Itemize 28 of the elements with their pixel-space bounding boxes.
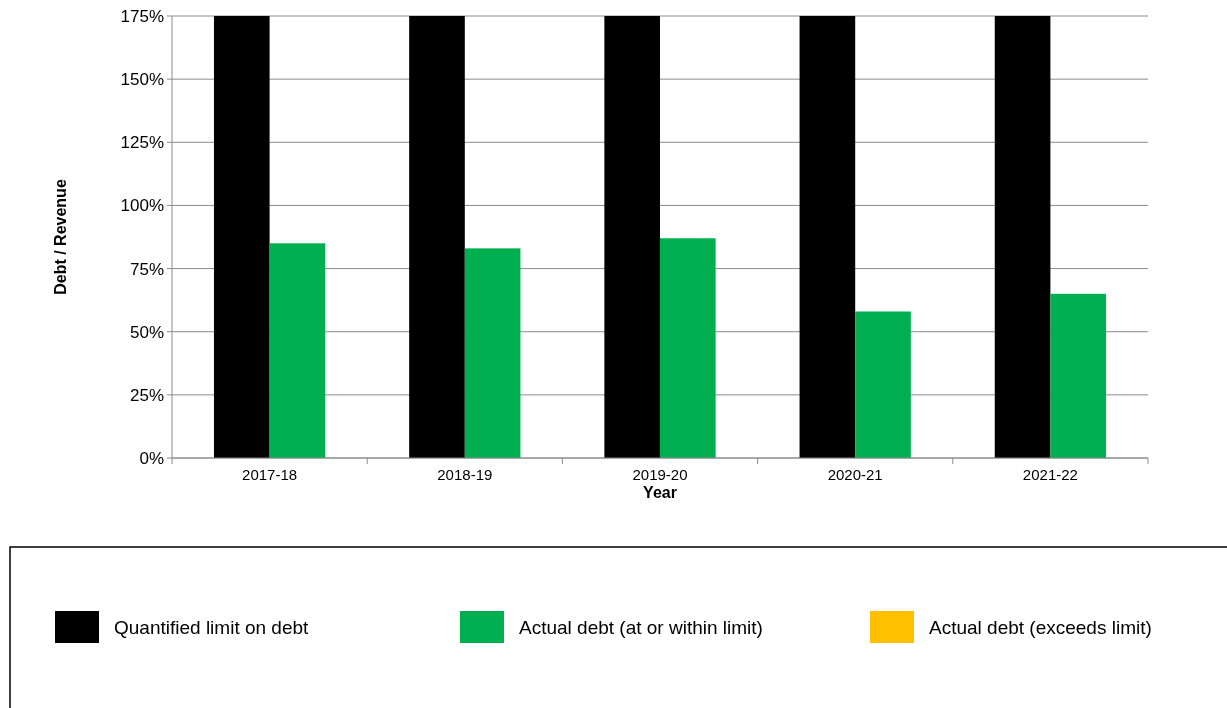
x-tick-label: 2018-19 xyxy=(437,466,493,483)
y-tick-label: 175% xyxy=(120,6,164,26)
bar xyxy=(464,248,521,458)
x-tick-label: 2020-21 xyxy=(827,466,883,483)
legend-label: Quantified limit on debt xyxy=(114,616,310,638)
legend-label: Actual debt (exceeds limit) xyxy=(929,616,1152,638)
bar xyxy=(604,16,660,458)
y-tick-label: 0% xyxy=(139,448,164,468)
bar xyxy=(855,311,911,458)
y-tick-label: 100% xyxy=(120,196,164,216)
y-tick-label: 150% xyxy=(120,70,164,90)
y-tick-label: 50% xyxy=(129,322,164,342)
bar xyxy=(660,238,716,458)
bar xyxy=(994,16,1051,458)
y-axis-title: Debt / Revenue xyxy=(52,179,69,295)
x-tick-label: 2019-20 xyxy=(632,466,688,483)
bar xyxy=(269,243,326,458)
bar xyxy=(409,16,465,458)
y-tick-label: 75% xyxy=(129,259,164,279)
x-tick-label: 2021-22 xyxy=(1022,466,1078,483)
y-tick-label: 25% xyxy=(129,385,164,405)
y-tick-label: 125% xyxy=(120,133,164,153)
bar xyxy=(213,16,270,458)
x-axis-title: Year xyxy=(643,484,677,501)
bar xyxy=(1050,293,1107,458)
bar xyxy=(799,16,856,458)
x-tick-label: 2017-18 xyxy=(242,466,298,483)
legend-label: Actual debt (at or within limit) xyxy=(519,616,763,638)
